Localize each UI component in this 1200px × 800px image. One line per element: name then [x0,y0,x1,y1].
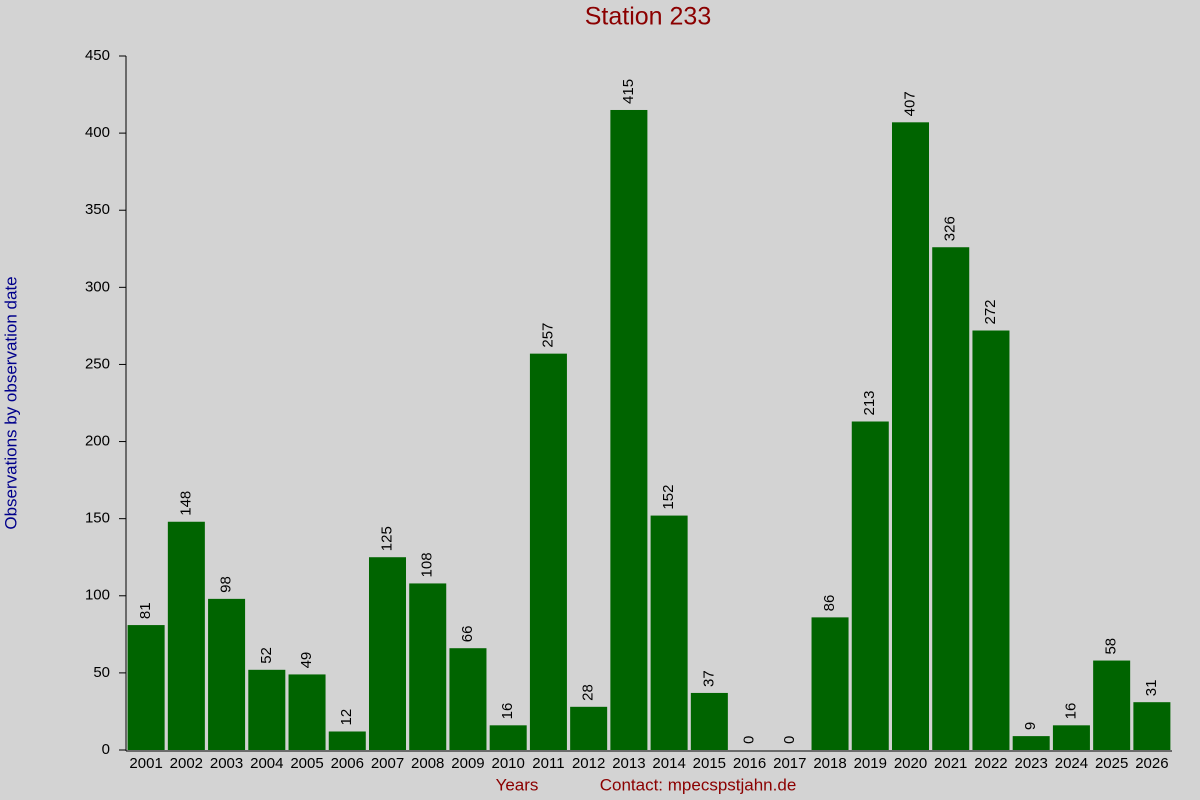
bar [288,674,326,750]
x-tick-label: 2026 [1135,755,1168,772]
y-tick-label: 400 [85,124,110,141]
bar [1093,660,1131,750]
y-tick-label: 50 [93,664,110,681]
y-axis-label: Observations by observation date [1,276,20,529]
x-tick-label: 2014 [652,755,685,772]
value-label: 16 [1062,703,1079,720]
value-label: 0 [741,736,758,744]
bar [891,122,930,750]
value-label: 37 [700,670,717,687]
bar [690,692,728,750]
y-tick-label: 450 [85,47,110,64]
x-tick-label: 2020 [894,755,927,772]
value-label: 31 [1143,680,1160,697]
value-label: 272 [982,299,999,324]
bar [248,669,286,750]
x-tick-label: 2021 [934,755,967,772]
value-label: 28 [580,684,597,701]
value-label: 86 [821,595,838,612]
bar [932,247,970,751]
value-label: 81 [137,602,154,619]
x-tick-label: 2005 [290,755,323,772]
value-label: 98 [218,576,235,593]
y-tick-label: 100 [85,587,110,604]
x-tick-label: 2012 [572,755,605,772]
y-tick-label: 300 [85,278,110,295]
x-tick-label: 2022 [974,755,1007,772]
x-tick-label: 2019 [854,755,887,772]
value-label: 326 [942,216,959,241]
bar [650,515,688,750]
y-tick-label: 250 [85,355,110,372]
y-tick-label: 150 [85,510,110,527]
bar [328,731,366,750]
x-axis-label: Years [496,775,539,794]
x-tick-label: 2002 [170,755,203,772]
bar [851,421,889,750]
value-label: 148 [177,491,194,516]
value-label: 108 [419,552,436,577]
value-label: 152 [660,485,677,510]
x-tick-label: 2013 [612,755,645,772]
x-tick-label: 2015 [693,755,726,772]
bar [449,648,487,750]
bar [610,109,648,750]
bar [972,330,1010,750]
x-tick-label: 2007 [371,755,404,772]
value-label: 52 [258,647,275,664]
bar [1052,725,1090,750]
value-label: 257 [539,323,556,348]
value-label: 16 [499,703,516,720]
x-tick-label: 2016 [733,755,766,772]
x-tick-label: 2003 [210,755,243,772]
bar [570,706,608,750]
value-label: 0 [781,736,798,744]
bar [529,353,567,750]
x-tick-label: 2011 [532,755,564,772]
x-tick-label: 2008 [411,755,444,772]
x-tick-label: 2017 [773,755,806,772]
x-tick-label: 2010 [492,755,525,772]
bar [208,598,246,750]
bar [368,557,407,750]
x-tick-label: 2004 [250,755,283,772]
value-label: 213 [861,390,878,415]
x-tick-label: 2025 [1095,755,1128,772]
x-tick-label: 2018 [813,755,846,772]
value-label: 125 [378,526,395,551]
x-tick-label: 2023 [1015,755,1048,772]
x-tick-label: 2006 [331,755,364,772]
y-tick-label: 350 [85,201,110,218]
bar [167,521,205,750]
x-tick-label: 2009 [451,755,484,772]
bar [127,625,165,750]
contact-note: Contact: mpecspstjahn.de [600,775,797,794]
bar [489,725,527,750]
value-label: 66 [459,626,476,643]
x-tick-label: 2001 [129,755,162,772]
value-label: 407 [901,91,918,116]
x-tick-label: 2024 [1055,755,1088,772]
y-tick-label: 200 [85,433,110,450]
value-label: 9 [1022,722,1039,730]
y-tick-label: 0 [102,741,110,758]
value-label: 58 [1103,638,1120,655]
bar [1133,702,1171,750]
chart-title: Station 233 [585,3,712,31]
bar [409,583,447,750]
value-label: 49 [298,652,315,669]
bar [1012,736,1050,750]
value-label: 415 [620,79,637,104]
value-label: 12 [338,709,355,726]
bar [811,617,849,750]
